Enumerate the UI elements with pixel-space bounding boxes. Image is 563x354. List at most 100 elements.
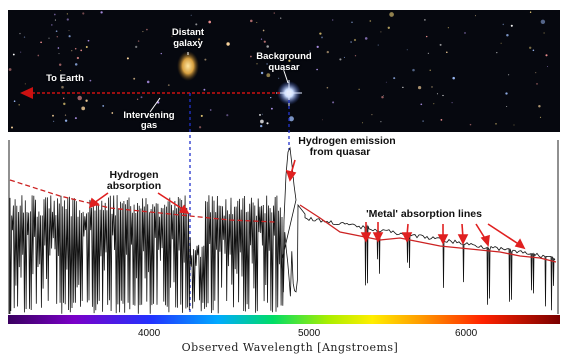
to-earth-label: To Earth bbox=[46, 73, 84, 84]
background-star bbox=[495, 123, 497, 125]
background-star bbox=[61, 85, 64, 89]
background-star bbox=[256, 22, 258, 24]
background-star bbox=[288, 59, 291, 62]
background-star bbox=[431, 86, 433, 88]
background-star bbox=[369, 20, 372, 22]
background-star bbox=[53, 13, 56, 16]
background-star bbox=[273, 12, 275, 14]
background-star bbox=[80, 49, 83, 52]
distant-galaxy-label-line1: Distant bbox=[171, 27, 205, 38]
background-star bbox=[250, 55, 252, 58]
background-star bbox=[547, 66, 549, 67]
background-star bbox=[52, 114, 54, 117]
background-star bbox=[68, 30, 70, 32]
background-star bbox=[260, 119, 264, 124]
background-star bbox=[100, 11, 103, 14]
background-star bbox=[502, 23, 505, 26]
background-star bbox=[256, 63, 258, 65]
background-star bbox=[11, 126, 13, 129]
background-star bbox=[446, 51, 448, 54]
background-star bbox=[532, 49, 535, 52]
background-star bbox=[81, 106, 86, 111]
to-earth-arrowhead bbox=[20, 87, 33, 99]
background-star bbox=[538, 104, 541, 108]
background-star bbox=[266, 63, 268, 65]
background-star bbox=[85, 46, 88, 48]
background-star bbox=[74, 117, 77, 120]
background-star bbox=[381, 95, 384, 99]
background-star bbox=[278, 77, 280, 79]
background-star bbox=[402, 86, 404, 89]
background-star bbox=[66, 13, 68, 15]
background-star bbox=[133, 77, 136, 80]
intervening-gas-label-line2: gas bbox=[140, 120, 158, 131]
background-star bbox=[452, 76, 455, 80]
x-axis-title: Observed Wavelength [Angstroems] bbox=[181, 341, 399, 354]
background-star bbox=[332, 101, 335, 104]
background-star bbox=[160, 52, 162, 55]
background-star bbox=[19, 32, 21, 35]
background-star bbox=[12, 53, 15, 56]
background-star bbox=[354, 55, 357, 57]
background-star bbox=[260, 71, 264, 75]
quasar-pointer bbox=[282, 67, 289, 84]
background-star bbox=[451, 101, 453, 104]
background-star bbox=[250, 19, 253, 23]
background-star bbox=[260, 38, 263, 40]
background-star bbox=[500, 42, 502, 44]
background-star bbox=[24, 83, 26, 85]
background-star bbox=[447, 27, 449, 29]
background-star bbox=[387, 26, 390, 29]
background-star bbox=[469, 123, 472, 126]
background-star bbox=[442, 94, 444, 97]
tick-label-6000: 6000 bbox=[455, 328, 478, 339]
background-star bbox=[55, 30, 58, 33]
background-star bbox=[309, 50, 311, 52]
background-star bbox=[412, 68, 415, 72]
background-star bbox=[209, 109, 212, 111]
background-star bbox=[505, 92, 508, 95]
background-star bbox=[20, 51, 22, 53]
background-star bbox=[339, 58, 342, 61]
metal-absorption-label: 'Metal' absorption lines bbox=[366, 208, 482, 220]
background-star bbox=[195, 23, 198, 26]
tick-label-4000: 4000 bbox=[138, 328, 161, 339]
background-star bbox=[260, 124, 263, 128]
background-star bbox=[513, 124, 515, 126]
background-star bbox=[198, 38, 201, 41]
background-star bbox=[351, 21, 353, 23]
background-star bbox=[350, 41, 352, 43]
background-star bbox=[380, 31, 382, 33]
background-star bbox=[51, 24, 53, 26]
background-star bbox=[266, 73, 271, 78]
background-star bbox=[529, 46, 532, 49]
background-star bbox=[76, 56, 80, 60]
background-star bbox=[422, 120, 424, 122]
background-star bbox=[543, 32, 545, 34]
background-star bbox=[52, 120, 55, 122]
hydrogen-absorption-label-line1: Hydrogen bbox=[109, 169, 159, 181]
hydrogen-emission-label-line1: Hydrogen emission bbox=[298, 135, 396, 147]
background-star bbox=[393, 77, 396, 80]
background-star bbox=[371, 113, 373, 116]
distant-galaxy-label-line2: galaxy bbox=[173, 38, 203, 49]
background-star bbox=[68, 35, 71, 38]
background-star bbox=[332, 19, 334, 21]
background-star bbox=[539, 116, 542, 119]
hydrogen-emission-label-line2: from quasar bbox=[309, 146, 371, 158]
background-star bbox=[200, 114, 203, 117]
background-star bbox=[74, 63, 78, 66]
background-star bbox=[321, 36, 323, 39]
background-star bbox=[427, 52, 430, 55]
background-star bbox=[203, 88, 206, 91]
background-star bbox=[102, 104, 105, 107]
background-star bbox=[319, 32, 322, 35]
sky-stars bbox=[8, 11, 549, 129]
background-star bbox=[420, 103, 423, 106]
background-star bbox=[57, 47, 60, 49]
distant-galaxy bbox=[177, 51, 199, 81]
background-star bbox=[40, 41, 42, 44]
background-star bbox=[433, 103, 435, 105]
background-star bbox=[506, 34, 509, 37]
